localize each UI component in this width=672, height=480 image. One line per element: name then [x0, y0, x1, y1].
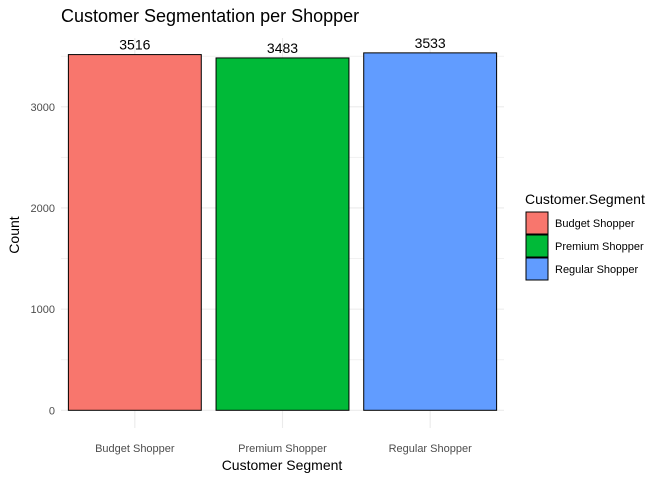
- legend-items: Budget Shopper Premium Shopper Regular Sho…: [525, 211, 644, 281]
- legend-label: Regular Shopper: [555, 264, 639, 276]
- legend-swatch: [525, 234, 549, 258]
- legend-swatch: [525, 211, 549, 235]
- y-tick-label: 2000: [31, 203, 55, 215]
- bar: [67, 54, 202, 411]
- x-tick-label: Regular Shopper: [389, 443, 473, 455]
- bar-value-label: 3483: [267, 40, 298, 56]
- y-tick-label: 1000: [31, 304, 55, 316]
- bars-layer: [67, 52, 498, 411]
- legend-label: Premium Shopper: [555, 241, 644, 253]
- legend-title: Customer.Segment: [525, 191, 645, 207]
- legend-swatch: [525, 257, 549, 281]
- bar-value-label: 3516: [119, 37, 150, 53]
- y-axis-title: Count: [6, 216, 22, 253]
- bar: [363, 52, 498, 411]
- x-tick-label: Budget Shopper: [95, 443, 175, 455]
- bar: [215, 57, 350, 411]
- x-tick-label: Premium Shopper: [238, 443, 327, 455]
- x-axis-title: Customer Segment: [222, 457, 343, 473]
- y-tick-label: 3000: [31, 102, 55, 114]
- y-tick-label: 0: [49, 405, 55, 417]
- axis-layer: 0 1000 2000 3000 Budget Shopper Premium Shopp…: [31, 102, 473, 455]
- legend: Customer.Segment Budget Shopper Premium S…: [525, 191, 645, 281]
- labels-layer: 3516 3483 3533: [119, 35, 446, 56]
- chart-title: Customer Segmentation per Shopper: [61, 6, 359, 26]
- bar-value-label: 3533: [415, 35, 446, 51]
- legend-label: Budget Shopper: [555, 218, 635, 230]
